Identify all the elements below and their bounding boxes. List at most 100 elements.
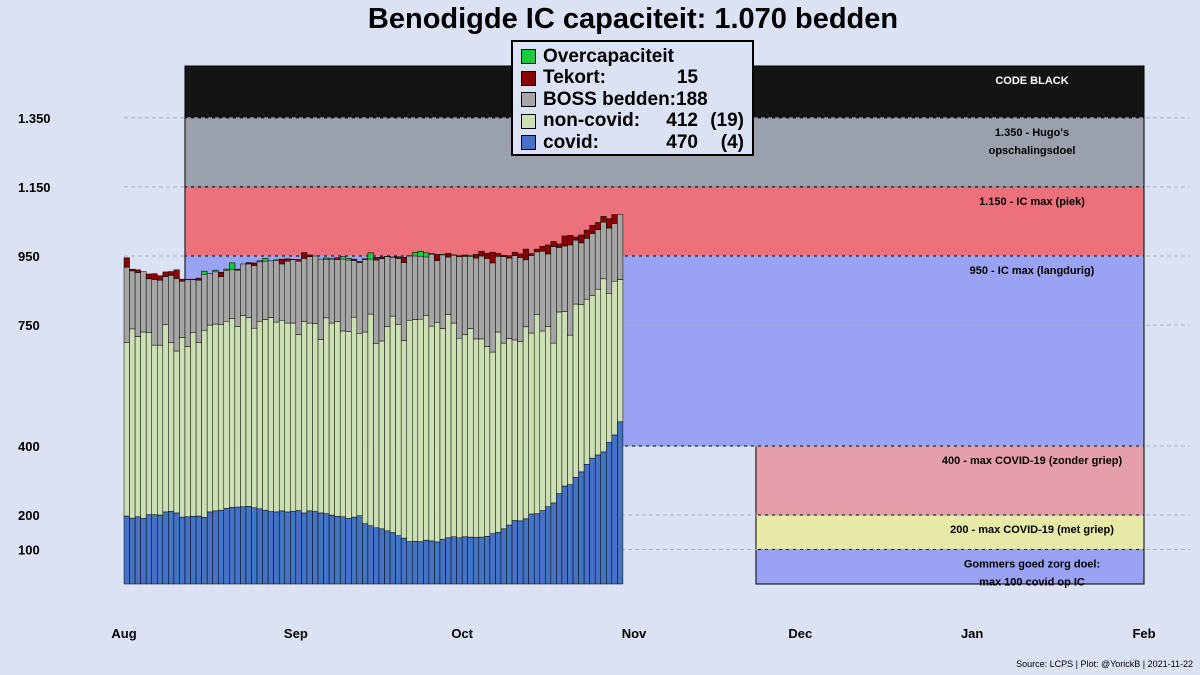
bar-covid <box>484 536 491 585</box>
bar-tekort <box>162 271 169 277</box>
bar-tekort <box>578 234 585 244</box>
bar-covid <box>157 514 164 585</box>
bar-non-covid <box>351 316 358 518</box>
y-tick-label: 750 <box>18 318 40 333</box>
bar-non-covid <box>140 331 147 519</box>
bar-boss-bedden <box>556 247 563 313</box>
bar-boss-bedden <box>212 269 219 325</box>
bar-covid <box>129 517 136 585</box>
bar-non-covid <box>278 320 286 512</box>
bar-non-covid <box>472 338 480 538</box>
zone-gommers-goed-zorg-doel-max-100-covid-op-ic <box>755 549 1145 585</box>
x-tick-label-feb: Feb <box>1132 626 1155 641</box>
bar-overcapaciteit <box>339 256 346 260</box>
y-tick-labels-layer: 100 200 400 750 950 1.150 1.350 <box>18 111 51 558</box>
bar-boss-bedden <box>339 256 346 332</box>
bar-covid <box>134 516 141 585</box>
bar-covid <box>539 510 546 585</box>
bar-overcapaciteit <box>256 260 263 263</box>
bar-non-covid <box>456 337 463 539</box>
bar-boss-bedden <box>151 279 158 346</box>
bar-covid <box>190 516 197 585</box>
bar-tekort <box>461 254 468 257</box>
zone-label: Gommers goed zorg doel: max 100 covid op … <box>964 559 1100 589</box>
bar-boss-bedden <box>290 259 297 324</box>
bar-covid <box>400 537 407 585</box>
bar-covid <box>162 511 169 585</box>
bar-boss-bedden <box>262 258 269 320</box>
zone-label: 1.350 - Hugo's opschalingsdoel <box>989 127 1076 157</box>
bar-tekort <box>606 218 613 229</box>
bar-tekort <box>545 244 552 255</box>
bar-covid <box>445 537 452 585</box>
bar-tekort <box>168 271 175 276</box>
bar-non-covid <box>173 350 180 514</box>
bar-non-covid <box>417 318 424 542</box>
bar-boss-bedden <box>417 251 424 320</box>
bar-overcapaciteit <box>201 270 208 275</box>
legend-item-overcapaciteit: Overcapaciteit <box>521 46 744 68</box>
bar-boss-bedden <box>539 250 546 332</box>
bar-covid <box>351 516 358 585</box>
bar-boss-bedden <box>522 259 529 328</box>
bar-non-covid <box>123 342 130 517</box>
bar-boss-bedden <box>400 262 407 341</box>
legend-extra: (4) <box>720 131 744 153</box>
bar-boss-bedden <box>345 258 352 332</box>
bar-covid <box>195 515 202 585</box>
bar-covid <box>312 511 319 585</box>
bar-tekort <box>528 253 535 256</box>
y-tick-label: 400 <box>18 439 40 454</box>
bar-non-covid <box>511 339 518 521</box>
bar-covid <box>223 508 230 585</box>
bar-boss-bedden <box>500 256 507 344</box>
zone-label-line: max 100 covid op IC <box>979 577 1085 589</box>
x-tick-label-oct: Oct <box>451 626 473 641</box>
bar-boss-bedden <box>273 259 280 323</box>
bar-covid <box>328 514 335 585</box>
legend-label: BOSS bedden: <box>543 88 677 110</box>
bar-non-covid <box>290 322 297 512</box>
bar-non-covid <box>495 331 502 533</box>
bar-non-covid <box>528 332 535 515</box>
zone-label-line: 1.350 - Hugo's <box>995 127 1069 139</box>
bar-covid <box>561 485 568 585</box>
bar-non-covid <box>517 341 524 522</box>
bar-non-covid <box>217 324 225 511</box>
bar-boss-bedden <box>323 257 330 319</box>
bar-covid <box>439 538 446 585</box>
bar-non-covid <box>412 319 419 542</box>
bar-non-covid <box>328 322 335 516</box>
bar-overcapaciteit <box>212 269 219 273</box>
bar-boss-bedden <box>489 262 496 353</box>
bar-tekort <box>533 248 541 253</box>
bar-non-covid <box>539 330 546 511</box>
bar-non-covid <box>434 322 441 543</box>
bar-tekort <box>173 269 180 279</box>
bar-boss-bedden <box>223 268 230 322</box>
bar-overcapaciteit <box>417 251 424 257</box>
bar-boss-bedden <box>162 276 169 325</box>
bar-non-covid <box>339 330 346 517</box>
bar-boss-bedden <box>123 266 130 343</box>
bar-tekort <box>489 251 496 264</box>
legend-value: 188 <box>676 88 708 110</box>
bar-covid <box>550 502 557 585</box>
bar-covid <box>217 509 225 585</box>
bar-boss-bedden <box>561 245 568 312</box>
bar-boss-bedden <box>484 258 491 347</box>
bar-non-covid <box>157 344 164 516</box>
bar-tekort <box>179 278 186 282</box>
legend-swatch <box>521 113 536 129</box>
legend-value: 15 <box>676 67 698 89</box>
bar-overcapaciteit <box>229 262 236 270</box>
bar-covid <box>284 511 291 585</box>
zone-label: CODE BLACK <box>995 75 1068 87</box>
bar-tekort <box>556 243 563 248</box>
bar-covid <box>234 506 241 585</box>
bar-non-covid <box>567 334 574 485</box>
bar-tekort <box>278 258 286 265</box>
bar-covid <box>123 515 130 585</box>
